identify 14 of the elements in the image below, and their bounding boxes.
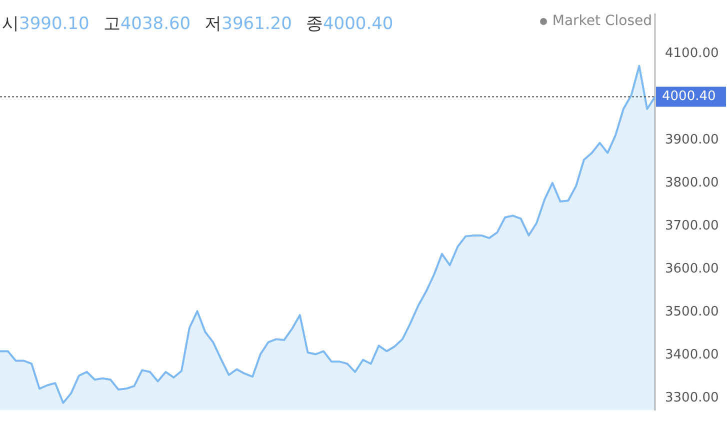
annotation: 종4000.40	[306, 14, 394, 34]
y-tick-label: 3800.00	[665, 175, 719, 190]
y-tick-label: 3700.00	[665, 218, 719, 234]
y-tick-label: 3400.00	[665, 347, 719, 362]
y-tick-label: 3600.00	[665, 261, 719, 276]
annotation: Market Closed	[552, 13, 652, 29]
y-tick-label: 3900.00	[665, 132, 719, 148]
annotation: 시3990.10	[2, 14, 90, 34]
annotation: 저3961.20	[204, 14, 292, 34]
y-tick-label: 3500.00	[665, 304, 719, 320]
y-tick-label: 4100.00	[665, 46, 719, 62]
ref-line-label: 4000.40	[662, 89, 716, 104]
y-tick-label: 3300.00	[665, 390, 719, 406]
annotation: 고4038.60	[103, 14, 191, 34]
